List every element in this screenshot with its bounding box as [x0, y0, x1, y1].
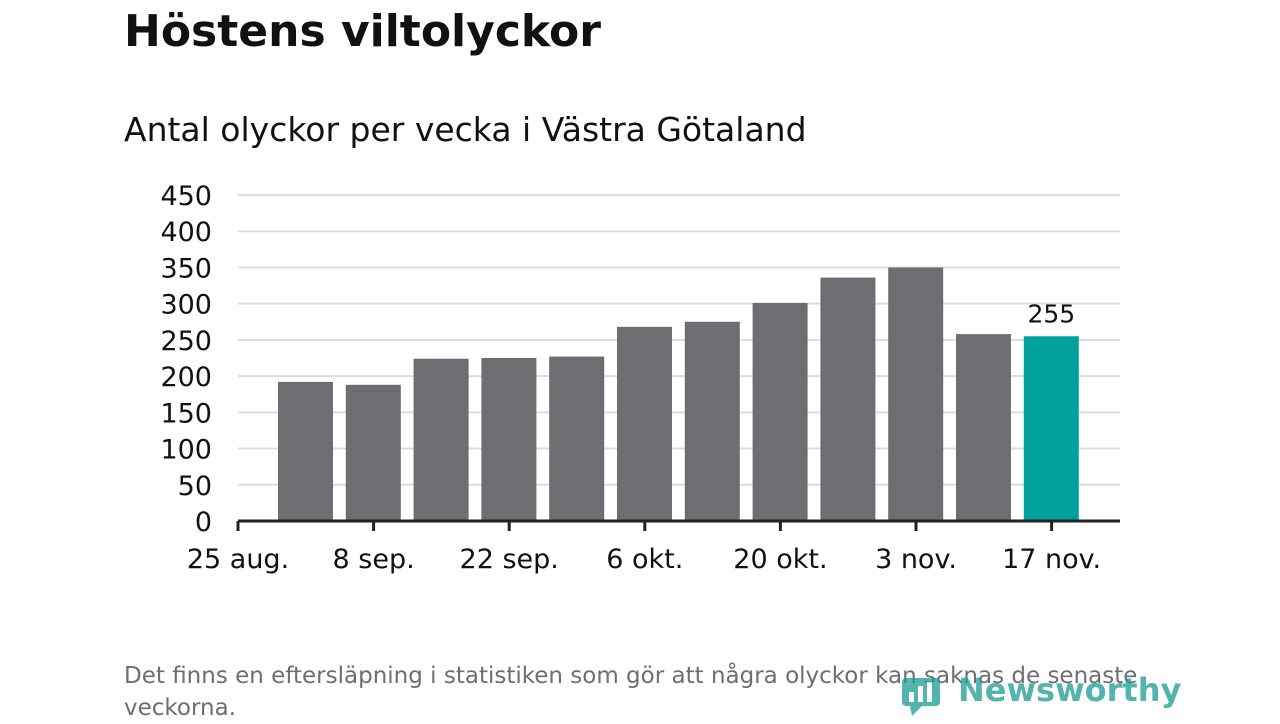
bars [278, 267, 1079, 521]
logo-text: Newsworthy [958, 671, 1182, 709]
y-tick-label: 300 [160, 290, 212, 321]
x-tick-label: 25 aug. [187, 544, 289, 575]
y-axis-tick-labels: 0 50 100 150 200 250 300 350 400 450 [160, 181, 212, 538]
bar [549, 356, 605, 521]
bar [956, 334, 1011, 521]
x-tick-label: 8 sep. [333, 544, 415, 575]
y-tick-label: 250 [160, 326, 212, 357]
x-tick-label: 6 okt. [606, 544, 683, 575]
y-tick-label: 150 [160, 398, 212, 429]
chart-title: Höstens viltolyckor [124, 6, 601, 57]
newsworthy-logo-icon [902, 678, 940, 716]
footnote: Det finns en eftersläpning i statistiken… [124, 663, 1138, 721]
data-label: 255 [1027, 299, 1075, 328]
bar [345, 384, 401, 521]
y-tick-label: 0 [195, 507, 212, 538]
bar [752, 302, 808, 521]
y-tick-label: 450 [160, 181, 212, 212]
newsworthy-logo: Newsworthy [900, 668, 1181, 716]
x-tick-label: 17 nov. [1002, 544, 1101, 575]
x-tick-label: 3 nov. [875, 544, 957, 575]
bar [820, 277, 876, 521]
bar-highlighted [1023, 336, 1079, 521]
x-tick-label: 20 okt. [733, 544, 827, 575]
bar [481, 358, 537, 521]
y-tick-label: 100 [160, 435, 212, 466]
y-tick-label: 200 [160, 362, 212, 393]
y-tick-label: 350 [160, 253, 212, 284]
data-labels: 255 [1027, 299, 1075, 328]
y-tick-label: 400 [160, 217, 212, 248]
bar [413, 358, 469, 521]
bar [278, 381, 333, 521]
chart-subtitle: Antal olyckor per vecka i Västra Götalan… [124, 110, 807, 149]
y-tick-label: 50 [178, 471, 212, 502]
x-tick-label: 22 sep. [460, 544, 559, 575]
bar [888, 267, 944, 521]
x-axis: 25 aug. 8 sep. 22 sep. 6 okt. 20 okt. 3 nov. 1… [187, 519, 1120, 575]
bar [684, 321, 740, 521]
bar [617, 326, 672, 521]
